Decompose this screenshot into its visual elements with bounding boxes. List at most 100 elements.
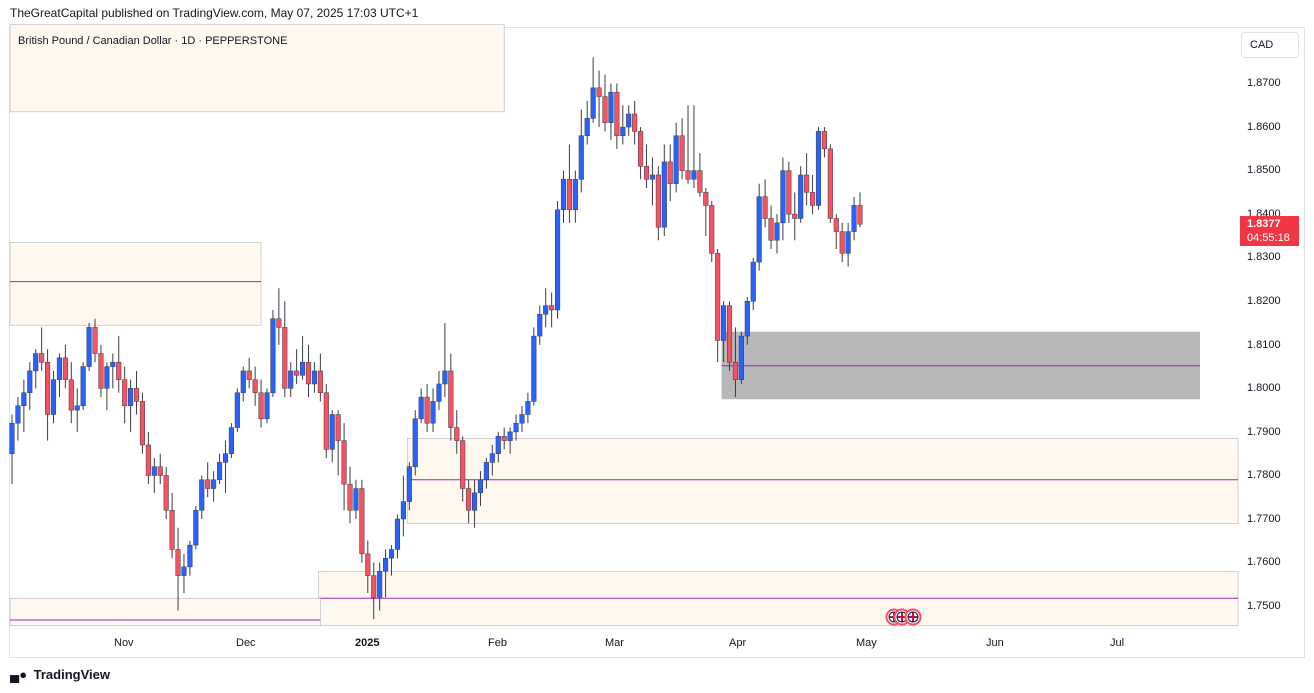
candle-body	[590, 87, 596, 119]
price-tick: 1.7900	[1247, 426, 1281, 438]
candle-body	[697, 170, 703, 193]
candle-body	[264, 392, 270, 420]
time-tick: Apr	[729, 637, 747, 649]
candle-body	[750, 261, 756, 302]
candle-body	[317, 370, 323, 393]
candle-body	[246, 370, 252, 380]
candle-body	[792, 213, 798, 219]
candle-body	[305, 361, 312, 385]
candle-body	[377, 571, 383, 598]
candle-body	[276, 318, 282, 328]
candle-body	[507, 431, 513, 441]
candle-body	[110, 361, 116, 367]
candle-body	[56, 357, 62, 380]
candle-body	[371, 575, 377, 598]
candle-body	[169, 510, 175, 550]
candle-body	[122, 379, 128, 407]
time-tick: Jun	[986, 637, 1004, 649]
candle-body	[827, 148, 833, 219]
candle-body	[359, 488, 365, 555]
candle-body	[211, 479, 217, 489]
candle-body	[845, 231, 851, 254]
candle-body	[768, 218, 774, 241]
candle-body	[614, 91, 620, 137]
candle-body	[205, 479, 211, 489]
candle-body	[780, 170, 786, 224]
candle-body	[98, 353, 104, 389]
candle-body	[388, 549, 395, 559]
candle-body	[442, 370, 448, 385]
candle-body	[643, 165, 650, 180]
candle-body	[311, 370, 317, 385]
candle-body	[300, 361, 306, 376]
tradingview-logo[interactable]: ▄● TradingView	[10, 667, 110, 682]
candle-body	[774, 222, 780, 241]
candle-body	[721, 305, 727, 341]
price-tick: 1.8600	[1247, 121, 1281, 133]
candle-body	[45, 361, 51, 415]
candle-body	[15, 405, 21, 424]
candle-body	[489, 453, 495, 463]
price-tick: 1.8500	[1247, 164, 1281, 176]
candle-body	[335, 414, 341, 441]
candle-body	[50, 379, 57, 415]
time-tick: Mar	[605, 637, 624, 649]
candle-body	[234, 392, 240, 428]
candle-body	[566, 179, 572, 211]
candle-body	[27, 370, 33, 393]
candle-body	[501, 436, 507, 441]
candle-body	[519, 414, 525, 424]
candle-body	[353, 488, 359, 511]
candle-body	[709, 205, 715, 254]
candle-body	[86, 327, 92, 367]
candle-body	[460, 440, 466, 489]
candle-body	[543, 305, 549, 315]
candle-body	[424, 396, 430, 424]
candle-body	[786, 170, 792, 215]
zone-box	[9, 242, 262, 326]
candle-body	[851, 205, 857, 232]
candle-body	[252, 379, 258, 393]
candle-body	[726, 305, 733, 363]
price-tick: 1.7800	[1247, 469, 1281, 481]
candle-body	[92, 327, 98, 354]
candle-body	[667, 161, 673, 184]
candle-body	[620, 126, 626, 137]
candle-body	[288, 370, 294, 389]
candle-body	[632, 113, 638, 132]
price-tick: 1.8700	[1247, 77, 1281, 89]
symbol-title[interactable]: British Pound / Canadian Dollar · 1D · P…	[18, 35, 288, 47]
candle-body	[21, 392, 27, 407]
price-tick: 1.8000	[1247, 382, 1281, 394]
candle-body	[833, 218, 839, 232]
candle-body	[104, 366, 110, 389]
price-tick: 1.7600	[1247, 556, 1281, 568]
candle-body	[323, 392, 329, 450]
time-tick: Nov	[114, 637, 134, 649]
candle-body	[258, 392, 264, 420]
candle-body	[33, 353, 39, 372]
candle-body	[857, 205, 863, 225]
candle-body	[495, 436, 501, 454]
candle-body	[602, 96, 608, 123]
candle-body	[80, 366, 86, 407]
candle-body	[685, 170, 691, 180]
currency-button[interactable]: CAD	[1241, 32, 1299, 58]
price-tick: 1.8300	[1247, 251, 1281, 263]
tradingview-logo-icon: ▄●	[10, 667, 28, 682]
candle-body	[691, 170, 697, 180]
candle-body	[744, 301, 750, 337]
candle-body	[555, 209, 561, 311]
candle-body	[163, 475, 169, 511]
candle-body	[74, 405, 80, 411]
candle-body	[608, 91, 614, 123]
candle-body	[549, 305, 555, 311]
candle-body	[217, 462, 223, 481]
time-tick: Feb	[488, 637, 507, 649]
candle-body	[436, 383, 442, 402]
candle-body	[638, 131, 644, 167]
uk-flag-ring	[907, 611, 919, 623]
candle-body	[531, 335, 537, 402]
candle-body	[584, 118, 590, 137]
